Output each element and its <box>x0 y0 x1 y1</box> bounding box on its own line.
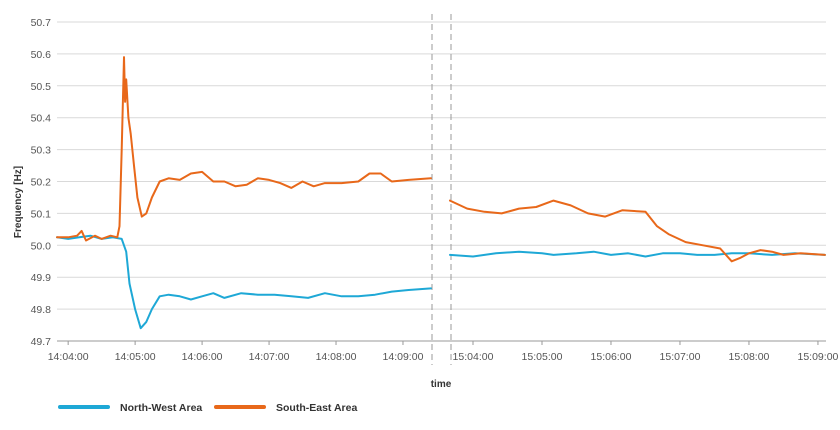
x-axis-title: time <box>431 379 452 390</box>
y-tick-label: 50.1 <box>31 208 52 220</box>
x-tick-label: 14:08:00 <box>316 351 357 363</box>
grid-layer <box>57 21 826 345</box>
series-layer <box>56 56 826 330</box>
x-tick-label: 15:05:00 <box>522 351 563 363</box>
y-tick-label: 50.7 <box>31 17 52 29</box>
y-tick-label: 49.8 <box>31 304 52 316</box>
tick-label-layer: 49.7 49.8 49.9 50.0 50.1 50.2 50.3 50.4 50.5 50.6… <box>31 17 839 363</box>
y-tick-label: 50.3 <box>31 145 52 157</box>
x-tick-label: 14:04:00 <box>48 351 89 363</box>
x-tick-label: 15:04:00 <box>453 351 494 363</box>
x-tick-label: 15:08:00 <box>729 351 770 363</box>
series-line-north-west-area <box>56 234 432 330</box>
x-tick-label: 14:09:00 <box>383 351 424 363</box>
y-tick-label: 50.2 <box>31 177 52 189</box>
series-line-south-east-area <box>56 56 432 242</box>
legend: North-West Area South-East Area <box>58 402 357 414</box>
y-tick-label: 49.9 <box>31 272 52 284</box>
x-tick-label: 14:05:00 <box>115 351 156 363</box>
legend-label: South-East Area <box>276 402 357 414</box>
legend-label: North-West Area <box>120 402 202 414</box>
y-tick-label: 50.4 <box>31 113 52 125</box>
x-tick-label: 14:07:00 <box>249 351 290 363</box>
y-tick-label: 50.0 <box>31 240 52 252</box>
y-tick-label: 50.5 <box>31 81 52 93</box>
x-tick-label: 15:07:00 <box>660 351 701 363</box>
panel-break-layer <box>431 14 452 365</box>
x-tick-label: 14:06:00 <box>182 351 223 363</box>
x-tick-label: 15:09:00 <box>798 351 839 363</box>
y-tick-label: 49.7 <box>31 336 52 348</box>
series-line-south-east-area <box>449 199 826 263</box>
x-tick-label: 15:06:00 <box>591 351 632 363</box>
y-axis-title: Frequency [Hz] <box>13 166 24 238</box>
series-line-north-west-area <box>449 250 826 258</box>
y-tick-label: 50.6 <box>31 49 52 61</box>
